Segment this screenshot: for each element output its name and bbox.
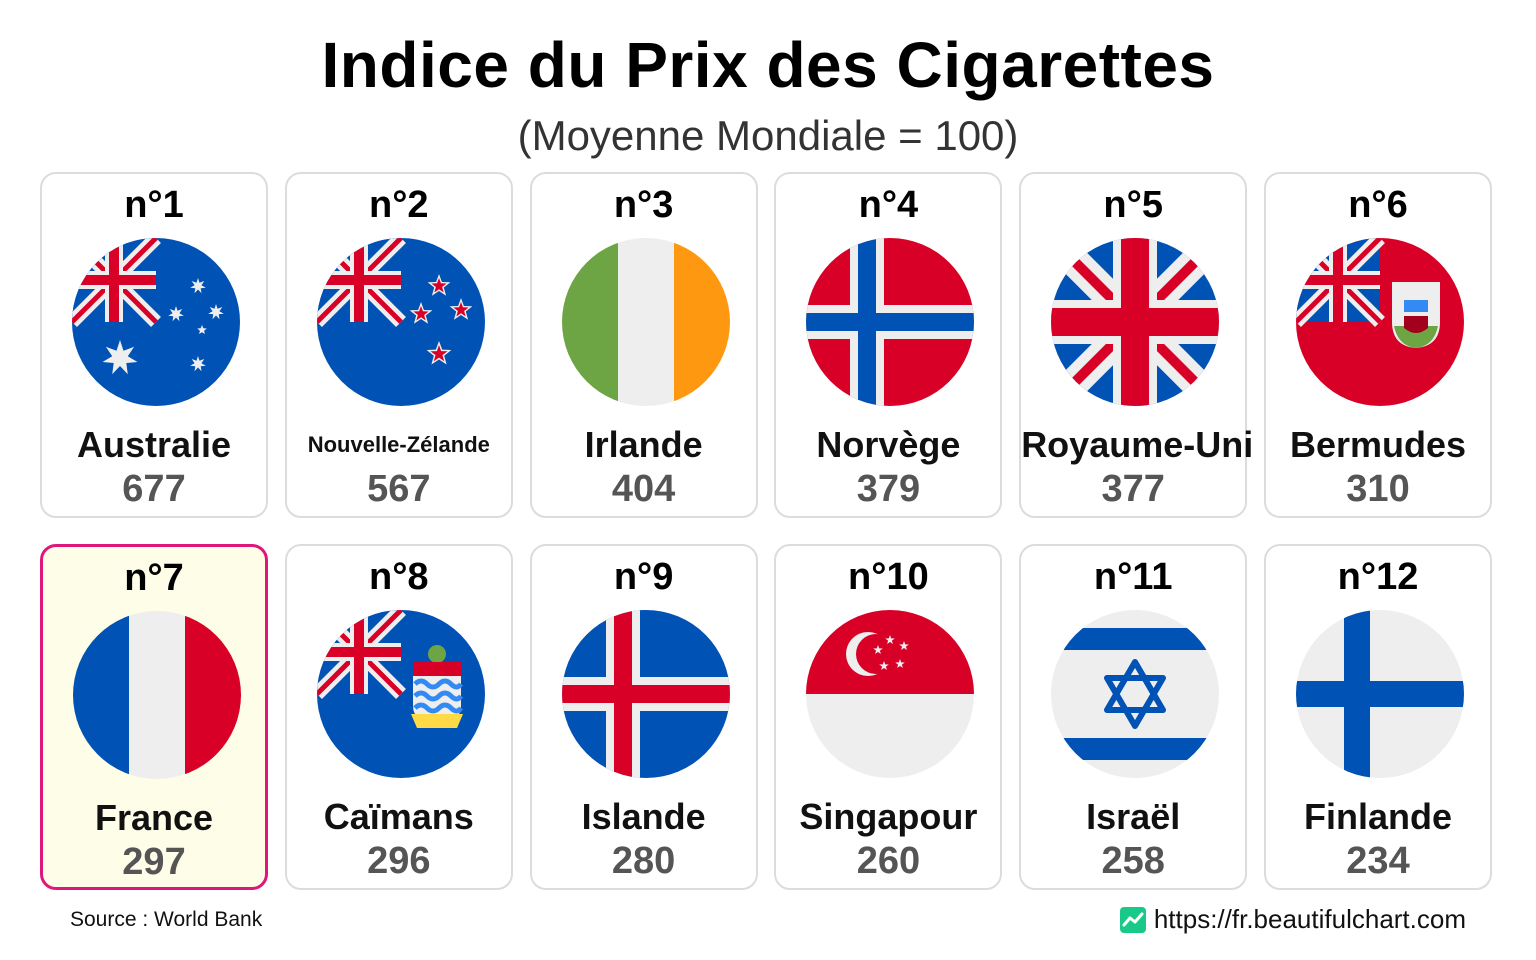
ranking-grid: n°1 Australie 677 n°2 Nouvelle-Zélande 567 n…	[40, 172, 1492, 890]
country-card: n°7 France 297	[40, 544, 268, 890]
country-name: Norvège	[816, 424, 961, 465]
country-name: France	[94, 797, 214, 838]
country-name: Israël	[1086, 796, 1181, 837]
index-value: 404	[611, 468, 676, 510]
country-card: n°4 Norvège 379	[774, 172, 1003, 518]
index-value: 310	[1346, 468, 1410, 510]
country-card: n°11 Israël 258	[1019, 544, 1248, 890]
country-card: n°5 Royaume-Uni 377	[1019, 172, 1254, 518]
australia-flag-icon	[72, 238, 240, 406]
country-name: Royaume-Uni	[1021, 424, 1254, 465]
chart-subtitle: (Moyenne Mondiale = 100)	[517, 112, 1019, 159]
united-kingdom-flag-icon	[1051, 238, 1220, 406]
country-card: n°6 Bermudes 310	[1264, 172, 1492, 518]
index-value: 567	[367, 468, 431, 510]
bermuda-flag-icon	[1296, 238, 1464, 406]
country-card: n°3 Irlande 404	[529, 172, 758, 518]
france-flag-icon	[73, 611, 241, 779]
finland-flag-icon	[1296, 610, 1464, 778]
country-card: n°1 Australie 677	[40, 172, 268, 518]
chart-logo-icon	[1119, 906, 1146, 933]
index-value: 280	[611, 840, 676, 882]
source-note: Source : World Bank	[70, 908, 263, 931]
country-card: n°12 Finlande 234	[1264, 544, 1492, 890]
site-url: https://fr.beautifulchart.com	[1153, 904, 1466, 934]
rank-label: n°4	[858, 184, 919, 226]
chart-title: Indice du Prix des Cigarettes	[321, 29, 1215, 101]
rank-label: n°1	[124, 184, 184, 226]
index-value: 296	[367, 840, 431, 882]
index-value: 379	[856, 468, 921, 510]
country-name: Bermudes	[1289, 424, 1467, 465]
israel-flag-icon	[1051, 610, 1220, 778]
country-name: Nouvelle-Zélande	[307, 432, 490, 457]
country-name: Australie	[76, 424, 232, 465]
iceland-flag-icon	[561, 610, 730, 778]
index-value: 677	[122, 468, 186, 510]
norway-flag-icon	[806, 238, 975, 406]
rank-label: n°3	[613, 184, 674, 226]
country-card: n°10 Singapour 260	[774, 544, 1003, 890]
country-card: n°8 Caïmans 296	[284, 544, 513, 890]
singapore-flag-icon	[806, 610, 975, 778]
country-name: Finlande	[1303, 796, 1452, 837]
index-value: 297	[122, 841, 186, 883]
country-card: n°2 Nouvelle-Zélande 567	[284, 172, 513, 518]
rank-label: n°9	[613, 556, 674, 598]
rank-label: n°10	[848, 556, 929, 598]
cayman-islands-flag-icon	[316, 610, 485, 778]
country-name: Singapour	[799, 796, 978, 837]
rank-label: n°8	[369, 556, 429, 598]
country-name: Irlande	[584, 424, 703, 465]
country-card: n°9 Islande 280	[529, 544, 758, 890]
rank-label: n°12	[1337, 556, 1419, 598]
site-link[interactable]: https://fr.beautifulchart.com	[1119, 904, 1466, 935]
rank-label: n°6	[1348, 184, 1408, 226]
ireland-flag-icon	[561, 238, 730, 406]
rank-label: n°5	[1103, 184, 1163, 226]
index-value: 258	[1101, 840, 1165, 882]
index-value: 260	[856, 840, 921, 882]
new-zealand-flag-icon	[316, 238, 485, 406]
index-value: 377	[1101, 468, 1165, 510]
country-name: Caïmans	[323, 796, 474, 837]
rank-label: n°7	[124, 557, 184, 599]
rank-label: n°11	[1093, 556, 1173, 598]
country-name: Islande	[581, 796, 706, 837]
rank-label: n°2	[369, 184, 429, 226]
index-value: 234	[1346, 840, 1410, 882]
